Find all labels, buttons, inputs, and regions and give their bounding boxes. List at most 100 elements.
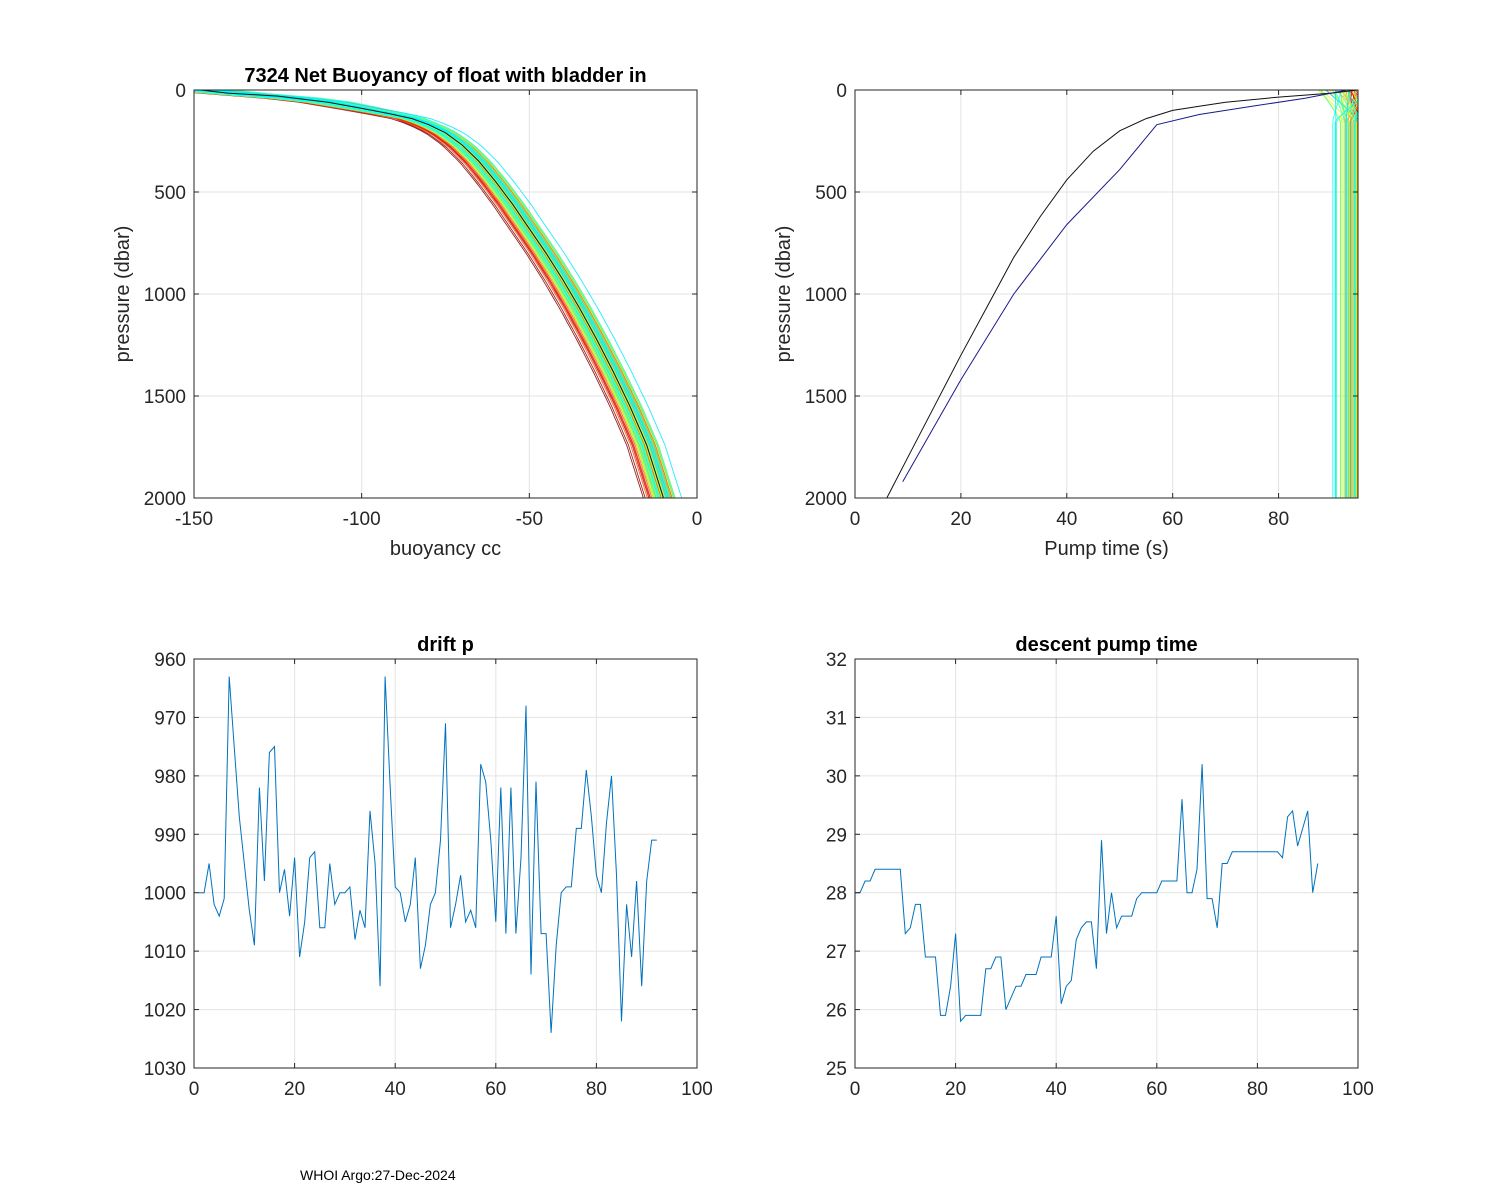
profile-line — [1340, 90, 1346, 498]
profile-line — [1361, 90, 1363, 498]
profile-line — [1370, 90, 1405, 498]
y-tick-label: 30 — [826, 767, 847, 788]
y-tick-label: 26 — [826, 1001, 847, 1022]
axes-box — [854, 658, 1359, 1069]
profile-line — [206, 90, 661, 498]
x-tick-label: -150 — [175, 509, 213, 530]
profile-line — [1364, 90, 1368, 498]
y-tick-label: 970 — [154, 708, 186, 729]
x-tick-label: 0 — [850, 509, 861, 530]
y-tick-label: 980 — [154, 767, 186, 788]
y-tick-label: 2000 — [805, 489, 847, 510]
plot-area — [855, 764, 1319, 1023]
x-axis-label: buoyancy cc — [390, 538, 501, 560]
profile-line — [1368, 90, 1387, 498]
chart-panel-2: 0 20 40 60 80 0 500 1000 1500 2000 Pump time (s) pr… — [773, 81, 1406, 560]
x-tick-label: 20 — [284, 1079, 305, 1100]
chart-title: 7324 Net Buoyancy of float with bladder … — [244, 65, 646, 87]
profile-line — [1320, 90, 1341, 498]
profile-line — [1381, 90, 1387, 498]
profile-line — [1370, 90, 1393, 498]
profile-line — [1374, 90, 1380, 498]
chart-panel-1: -150 -100 -50 0 0 500 1000 1500 2000 7324 Net Buo… — [112, 65, 702, 560]
profile-line — [216, 90, 668, 498]
x-tick-label: 0 — [189, 1079, 200, 1100]
profile-line — [1363, 90, 1369, 498]
y-tick-label: 2000 — [144, 489, 186, 510]
profile-line — [1352, 112, 1358, 498]
profile-line — [1365, 90, 1368, 498]
profile-line — [1334, 90, 1349, 498]
profile-line — [194, 91, 651, 498]
y-tick-label: 1020 — [144, 1001, 186, 1022]
y-tick-label: 1030 — [144, 1059, 186, 1080]
x-tick-label: 40 — [1046, 1079, 1067, 1100]
profile-line — [216, 90, 674, 498]
x-axis-label: Pump time (s) — [1044, 538, 1168, 560]
profile-line — [1361, 90, 1384, 498]
profile-line — [194, 90, 648, 498]
profile-line — [221, 90, 672, 498]
profile-line — [1355, 117, 1358, 498]
profile-line — [1368, 90, 1391, 498]
x-tick-label: 0 — [850, 1079, 861, 1100]
y-tick-label: 32 — [826, 650, 847, 671]
x-tick-label: -100 — [343, 509, 381, 530]
x-tick-label: 100 — [1342, 1079, 1374, 1100]
x-tick-label: 20 — [950, 509, 971, 530]
y-tick-label: 1000 — [805, 285, 847, 306]
profile-line — [1334, 90, 1337, 498]
profile-line — [194, 90, 657, 498]
profile-line — [1362, 90, 1364, 498]
x-tick-label: -50 — [516, 509, 543, 530]
profile-line — [1364, 90, 1367, 498]
profile-line — [194, 90, 659, 498]
y-axis-label: pressure (dbar) — [773, 226, 795, 363]
axes-box — [193, 658, 698, 1069]
plot-area — [194, 90, 683, 498]
profile-line — [1368, 90, 1393, 498]
profile-line — [1371, 90, 1403, 498]
x-tick-label: 80 — [586, 1079, 607, 1100]
profile-line — [1370, 90, 1371, 498]
plot-area — [199, 676, 657, 1033]
profile-line — [1342, 90, 1350, 498]
profile-line — [1355, 118, 1358, 498]
profile-line — [218, 90, 672, 498]
profile-line — [194, 92, 644, 498]
series-line — [855, 764, 1319, 1023]
mean-profile-line — [886, 90, 1358, 498]
y-tick-label: 1010 — [144, 942, 186, 963]
profile-line — [1356, 120, 1358, 498]
profile-line — [1382, 90, 1406, 498]
y-tick-label: 0 — [836, 81, 847, 102]
y-axis-label: pressure (dbar) — [112, 226, 134, 363]
profile-line — [1332, 90, 1346, 498]
series-line — [199, 676, 657, 1033]
x-tick-label: 40 — [385, 1079, 406, 1100]
profile-line — [233, 90, 676, 498]
profile-line — [194, 91, 653, 498]
profile-line — [219, 90, 683, 498]
y-tick-label: 1500 — [144, 387, 186, 408]
x-tick-label: 20 — [945, 1079, 966, 1100]
x-tick-label: 80 — [1247, 1079, 1268, 1100]
outlier-profile-line — [902, 90, 1348, 482]
profile-line — [1357, 90, 1358, 92]
x-tick-label: 0 — [692, 509, 703, 530]
profile-line — [205, 90, 646, 498]
profile-line — [1345, 90, 1350, 498]
profile-line — [194, 90, 669, 498]
profile-line — [194, 90, 654, 498]
y-tick-label: 0 — [175, 81, 186, 102]
profile-line — [1349, 104, 1358, 498]
y-tick-label: 29 — [826, 825, 847, 846]
x-tick-label: 60 — [1162, 509, 1183, 530]
profile-line — [194, 91, 652, 498]
y-tick-label: 1000 — [144, 285, 186, 306]
profile-line — [1336, 95, 1358, 498]
profile-line — [1344, 90, 1352, 498]
y-tick-label: 500 — [815, 183, 847, 204]
profile-line — [1367, 90, 1372, 498]
profile-line — [208, 90, 667, 498]
